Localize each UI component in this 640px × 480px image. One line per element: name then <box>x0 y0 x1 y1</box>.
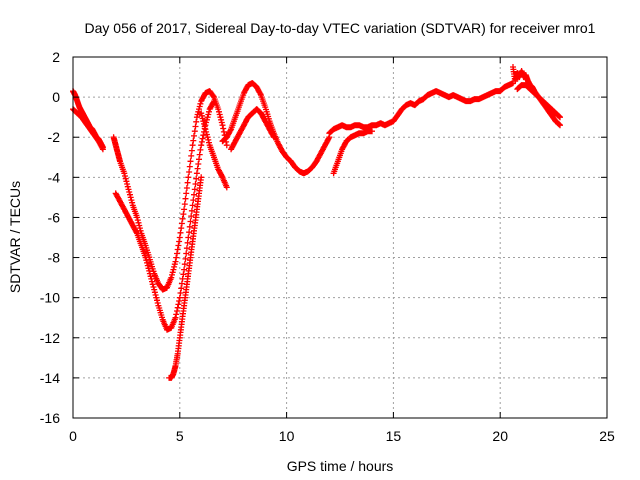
series-second-hump-lower <box>228 106 277 153</box>
data-point-markers <box>166 174 205 381</box>
x-tick-label: 15 <box>386 428 402 444</box>
data-point-markers <box>326 80 516 137</box>
x-tick-label: 10 <box>279 428 295 444</box>
data-point-markers <box>110 88 230 293</box>
y-axis-label: SDTVAR / TECUs <box>7 181 23 293</box>
chart-title: Day 056 of 2017, Sidereal Day-to-day VTE… <box>85 20 596 36</box>
series-late-peak-lower <box>514 82 563 121</box>
grid-layer <box>73 57 607 418</box>
y-tick-label: -12 <box>40 330 60 346</box>
series-dip-upper-track <box>110 88 230 293</box>
y-tick-label: -14 <box>40 370 60 386</box>
series-hump-late-dip <box>198 110 230 191</box>
x-tick-label: 5 <box>176 428 184 444</box>
y-tick-label: 2 <box>52 49 60 65</box>
y-tick-label: -2 <box>48 129 61 145</box>
y-tick-label: -6 <box>48 209 61 225</box>
x-tick-label: 0 <box>69 428 77 444</box>
data-point-markers <box>514 82 563 121</box>
data-point-markers <box>219 80 333 177</box>
data-point-markers <box>330 128 375 177</box>
data-point-markers <box>198 110 230 191</box>
x-tick-label: 25 <box>599 428 615 444</box>
series-recovery-lower <box>330 128 375 177</box>
tick-layer: 0 5 10 15 20 25 -16 -14 -12 -10 -8 -6 -4 -2 0 2 <box>40 49 615 444</box>
x-axis-label: GPS time / hours <box>287 458 394 474</box>
y-tick-label: -16 <box>40 410 60 426</box>
y-tick-label: -4 <box>48 169 61 185</box>
plot-frame <box>72 56 608 419</box>
series-deep-spike <box>166 174 205 381</box>
series-early-lower-track <box>70 106 106 153</box>
data-point-markers <box>228 106 277 153</box>
y-tick-label: -8 <box>48 250 61 266</box>
series-dip-lower-track <box>112 98 217 333</box>
series-recovery <box>326 80 516 137</box>
data-point-markers <box>112 98 217 333</box>
data-layer <box>70 64 563 381</box>
data-point-markers <box>70 106 106 153</box>
y-tick-label: 0 <box>52 89 60 105</box>
series-second-hump <box>219 80 333 177</box>
y-tick-label: -10 <box>40 290 60 306</box>
x-tick-label: 20 <box>492 428 508 444</box>
